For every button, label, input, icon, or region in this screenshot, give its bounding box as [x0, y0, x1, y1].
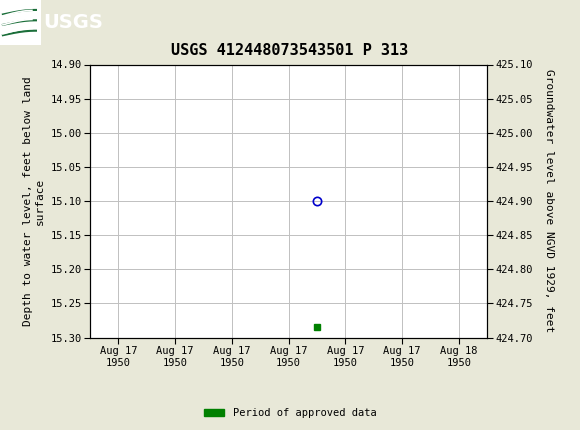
Text: USGS 412448073543501 P 313: USGS 412448073543501 P 313: [171, 43, 409, 58]
Y-axis label: Groundwater level above NGVD 1929, feet: Groundwater level above NGVD 1929, feet: [544, 69, 554, 333]
Y-axis label: Depth to water level, feet below land
surface: Depth to water level, feet below land su…: [23, 76, 45, 326]
Legend: Period of approved data: Period of approved data: [200, 404, 380, 423]
Text: USGS: USGS: [44, 13, 103, 32]
Bar: [0, 0, 41, 45]
